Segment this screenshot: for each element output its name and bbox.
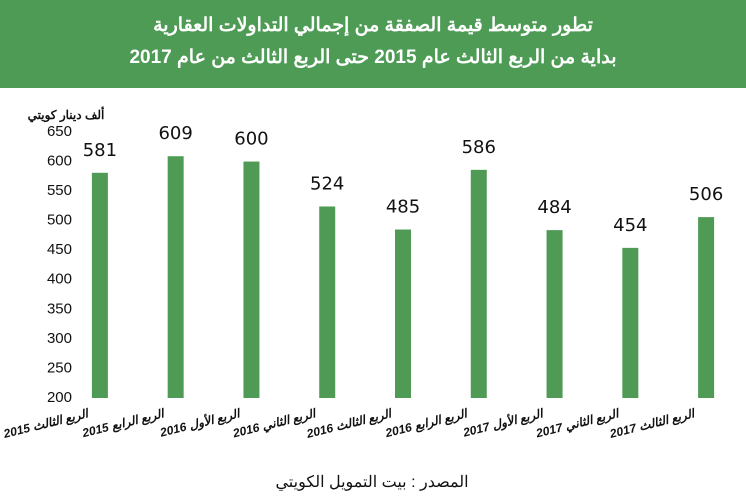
y-tick-label: 650	[47, 123, 72, 140]
value-label: 454	[613, 215, 647, 236]
y-tick-label: 200	[47, 389, 72, 406]
x-tick-label: الربع الأول 2016	[157, 405, 242, 441]
y-tick-label: 500	[47, 212, 72, 229]
x-tick-label: الربع الرابع 2016	[383, 406, 470, 441]
value-label: 485	[386, 197, 420, 218]
value-label: 506	[689, 184, 723, 205]
x-tick-label: الربع الأول 2017	[460, 405, 545, 441]
bar	[470, 169, 487, 398]
y-tick-label: 550	[47, 182, 72, 199]
x-tick-label: الربع الثالث 2015	[1, 406, 91, 442]
bar	[91, 172, 108, 398]
chart-title: بداية من الربع الثالث عام 2015 حتى الربع…	[129, 47, 616, 68]
value-label: 600	[234, 129, 268, 150]
value-label: 581	[83, 140, 117, 161]
value-label: 484	[537, 197, 571, 218]
x-tick-label: الربع الثاني 2016	[231, 406, 319, 442]
title-banner	[0, 0, 746, 88]
y-tick-label: 350	[47, 300, 72, 317]
bar	[395, 229, 411, 398]
y-tick-label: 400	[47, 271, 72, 288]
y-tick-label: 300	[47, 330, 72, 347]
value-label: 524	[310, 173, 344, 194]
bar	[167, 156, 184, 398]
bar	[319, 206, 336, 398]
value-label: 586	[462, 137, 496, 158]
y-tick-label: 450	[47, 241, 72, 258]
value-label: 609	[158, 123, 192, 144]
y-tick-label: 600	[47, 153, 72, 170]
bar	[546, 230, 563, 398]
bar	[243, 161, 260, 398]
y-tick-label: 250	[47, 359, 72, 376]
x-tick-label: الربع الثالث 2016	[304, 406, 394, 442]
bar	[698, 217, 715, 398]
bar	[622, 247, 639, 398]
x-tick-label: الربع الثالث 2017	[607, 406, 697, 442]
source: المصدر : بيت التمويل الكويتي	[275, 474, 468, 491]
y-axis-label: ألف دينار كويتي	[28, 107, 105, 123]
x-tick-label: الربع الثاني 2017	[534, 406, 622, 442]
chart-title: تطور متوسط قيمة الصفقة من إجمالي التداول…	[153, 15, 593, 37]
x-tick-label: الربع الرابع 2015	[80, 406, 167, 441]
